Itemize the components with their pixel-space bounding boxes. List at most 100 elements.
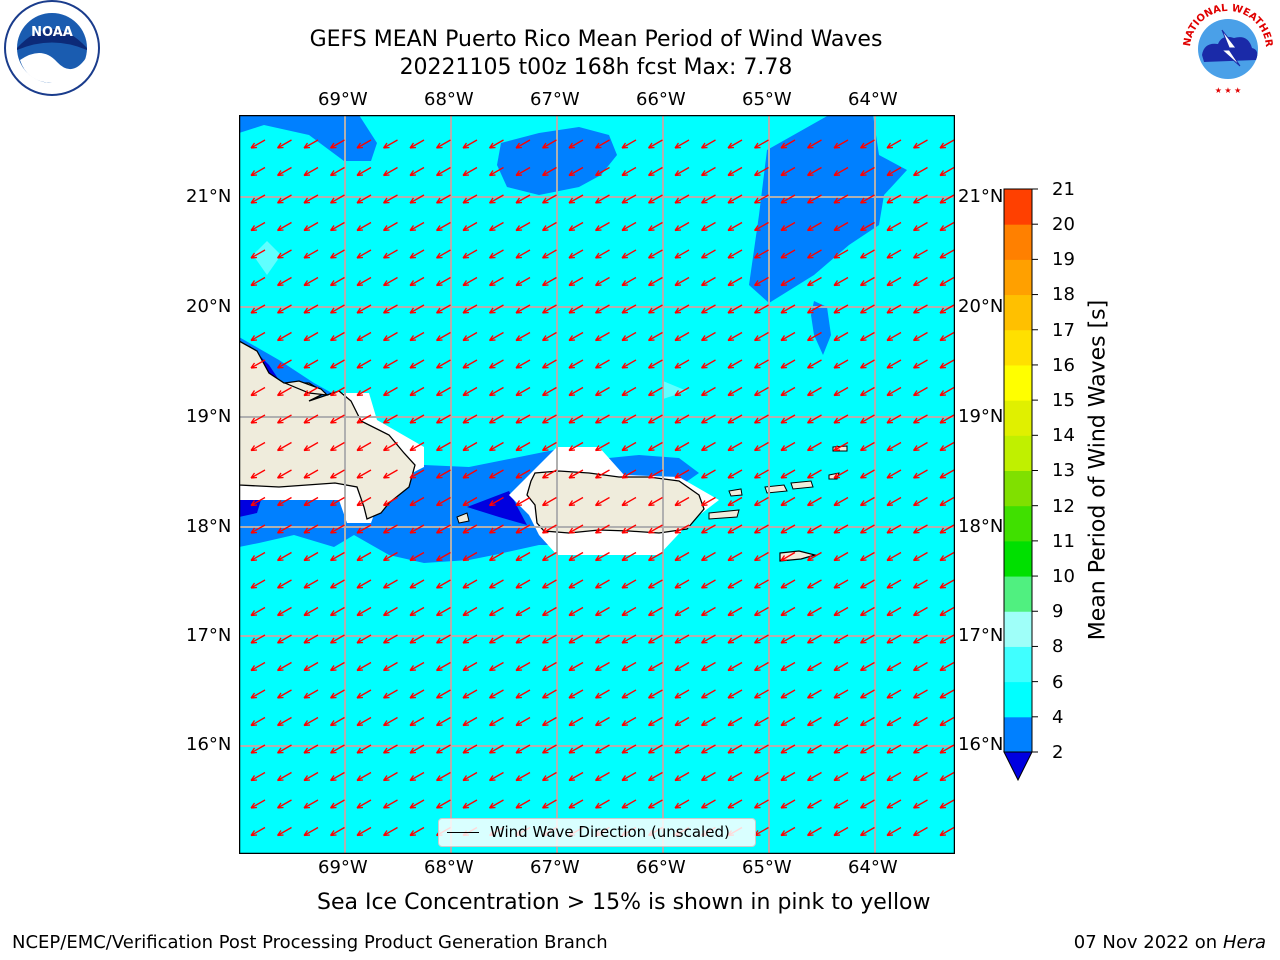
noaa-logo-text: NOAA xyxy=(31,25,73,40)
wind-arrow xyxy=(700,386,716,397)
wind-arrow xyxy=(859,799,875,809)
wind-arrow xyxy=(727,551,743,562)
contour-under-2 xyxy=(467,491,527,525)
wind-arrow xyxy=(329,441,345,452)
wind-arrow xyxy=(594,799,610,809)
footer-branch: NCEP/EMC/Verification Post Processing Pr… xyxy=(12,932,608,953)
wind-arrow xyxy=(753,414,769,424)
wind-arrow xyxy=(753,551,769,562)
wind-arrow xyxy=(859,331,875,342)
wind-arrow xyxy=(250,249,266,259)
wind-arrow xyxy=(594,249,610,259)
wind-arrow xyxy=(515,221,531,232)
wind-arrow xyxy=(700,771,716,782)
wind-arrow xyxy=(515,661,531,672)
wind-arrow xyxy=(886,826,902,837)
wind-arrow xyxy=(356,331,372,342)
wind-arrow xyxy=(859,826,875,837)
wind-arrow xyxy=(250,799,266,809)
wind-arrow xyxy=(382,166,398,177)
wind-arrow xyxy=(780,414,796,424)
wind-arrow xyxy=(541,579,557,589)
wind-arrow xyxy=(435,194,451,204)
wind-arrow xyxy=(700,634,716,644)
wind-arrow xyxy=(833,276,849,287)
wind-arrow xyxy=(833,744,849,754)
wind-arrow xyxy=(276,496,292,507)
wind-arrow xyxy=(382,579,398,589)
wind-arrow xyxy=(674,551,690,562)
title-line-1: GEFS MEAN Puerto Rico Mean Period of Win… xyxy=(309,27,883,52)
wind-arrow xyxy=(780,661,796,672)
wind-arrow xyxy=(912,551,928,562)
wind-arrow xyxy=(647,194,663,204)
wind-arrow xyxy=(541,771,557,782)
wind-arrow xyxy=(515,689,531,699)
land-st-croix xyxy=(779,550,818,562)
wind-arrow xyxy=(356,606,372,617)
wind-arrow xyxy=(462,194,478,204)
wind-arrow xyxy=(833,716,849,727)
wind-arrow xyxy=(488,606,504,617)
wind-arrow xyxy=(329,551,345,562)
land-culebra xyxy=(728,488,743,497)
wind-arrow xyxy=(780,744,796,754)
wind-arrow xyxy=(859,166,875,177)
wind-arrow xyxy=(435,716,451,727)
wind-arrow xyxy=(382,826,398,837)
noaa-logo: NOAA xyxy=(4,0,100,96)
nws-logo: NATIONAL WEATHER SERVICE ★ ★ ★ xyxy=(1178,0,1274,95)
wind-arrow xyxy=(833,826,849,837)
wind-arrow xyxy=(753,744,769,754)
footer-date: 07 Nov 2022 on Hera xyxy=(1074,932,1266,953)
wind-arrow xyxy=(462,606,478,617)
colorbar-tick: 6 xyxy=(1052,672,1064,693)
wind-arrow xyxy=(621,414,637,424)
wind-arrow xyxy=(356,304,372,314)
wind-arrow xyxy=(886,221,902,232)
colorbar-tick: 4 xyxy=(1052,707,1064,728)
wind-arrow xyxy=(356,221,372,232)
wind-arrow xyxy=(753,579,769,589)
wind-arrow xyxy=(753,689,769,699)
wind-arrow xyxy=(594,386,610,397)
wind-arrow xyxy=(329,716,345,727)
wind-arrow xyxy=(859,139,875,149)
wind-arrow xyxy=(541,194,557,204)
wind-arrow xyxy=(488,304,504,314)
wind-arrow xyxy=(833,221,849,232)
colorbar-tick: 20 xyxy=(1052,214,1075,235)
wind-arrow xyxy=(488,661,504,672)
wind-arrow xyxy=(515,359,531,369)
wind-arrow xyxy=(594,441,610,452)
wind-arrow xyxy=(780,469,796,479)
wind-arrow xyxy=(515,441,531,452)
wind-arrow xyxy=(409,799,425,809)
lat-label-left: 18°N xyxy=(186,516,232,537)
wind-arrow xyxy=(594,716,610,727)
wind-arrow xyxy=(488,771,504,782)
wind-arrow xyxy=(594,359,610,369)
colorbar-tick: 17 xyxy=(1052,320,1075,341)
wind-arrow xyxy=(435,744,451,754)
wind-arrow xyxy=(939,304,955,314)
contour-6-8 xyxy=(253,241,281,275)
wind-arrow xyxy=(700,744,716,754)
wind-arrow xyxy=(488,716,504,727)
wind-arrow xyxy=(568,579,584,589)
wind-arrow xyxy=(594,166,610,177)
wind-arrow xyxy=(912,414,928,424)
wind-arrow xyxy=(674,359,690,369)
wind-arrow xyxy=(541,414,557,424)
wind-arrow xyxy=(780,194,796,204)
wind-arrow xyxy=(912,441,928,452)
wind-arrow xyxy=(833,139,849,149)
wind-arrow xyxy=(780,689,796,699)
wind-arrow xyxy=(382,139,398,149)
wind-arrow xyxy=(568,524,584,534)
wind-arrow xyxy=(700,359,716,369)
wind-arrow xyxy=(435,221,451,232)
wind-arrow xyxy=(939,386,955,397)
wind-arrow xyxy=(515,551,531,562)
wind-arrow xyxy=(329,606,345,617)
